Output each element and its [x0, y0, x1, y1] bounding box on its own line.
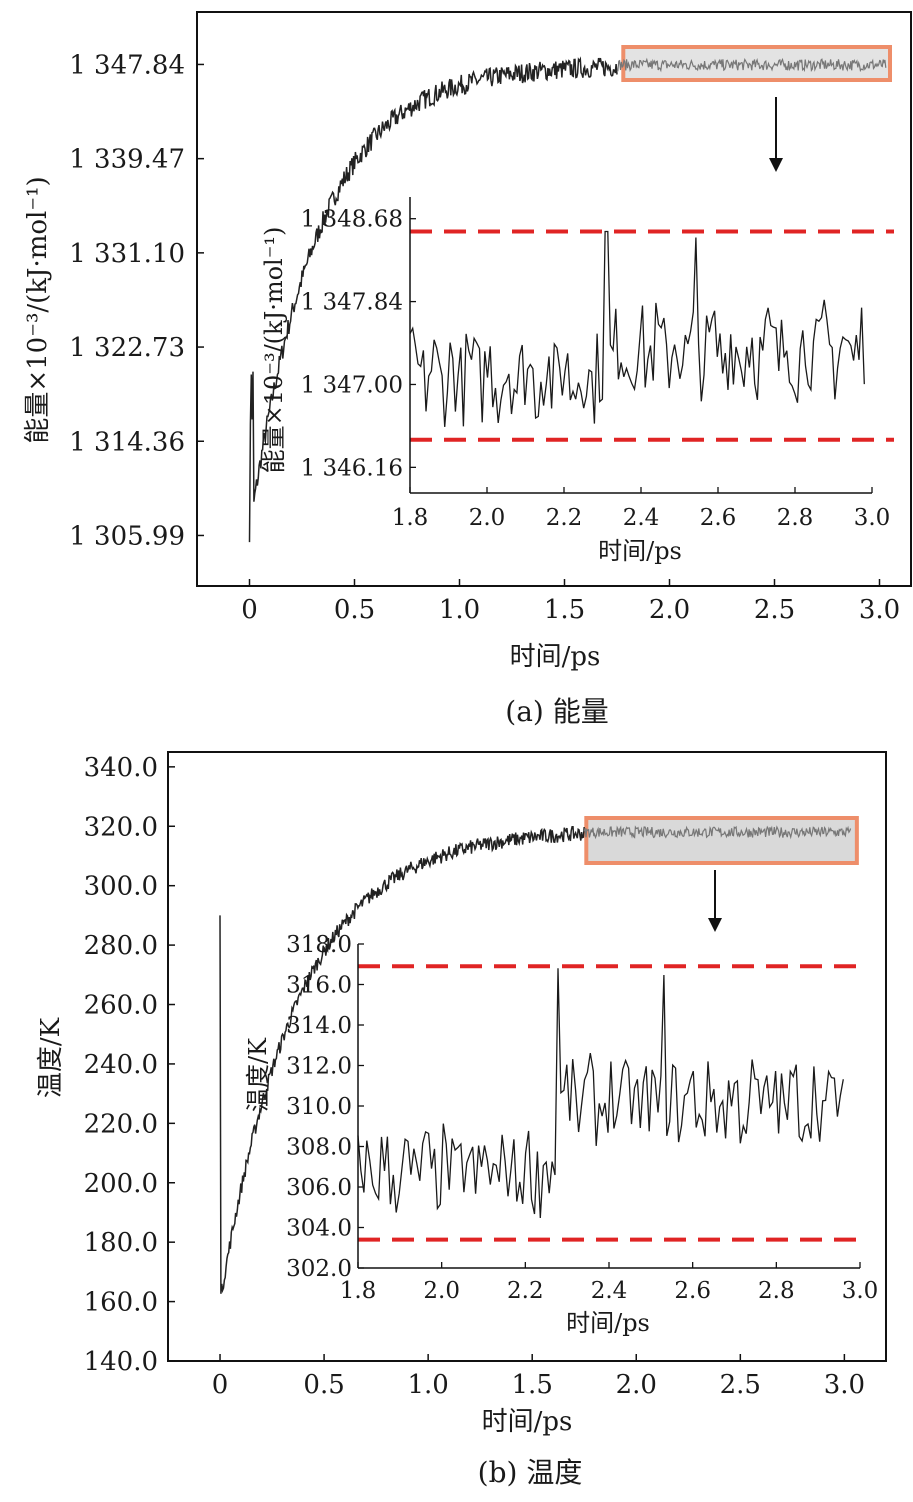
temperature-inset-x-tick-label: 2.8 — [758, 1278, 795, 1304]
temperature-inset-x-tick-label: 3.0 — [842, 1278, 879, 1304]
energy-inset-y-tick-label: 1 347.84 — [301, 290, 403, 316]
temperature-zoom-region-box — [584, 816, 859, 865]
temperature-inset-x-label: 时间/ps — [566, 1309, 650, 1337]
energy-y-tick-label: 1 322.73 — [69, 333, 185, 363]
temperature-inset-y-tick-label: 304.0 — [286, 1216, 352, 1242]
temperature-inset-y-tick-label: 302.0 — [286, 1256, 352, 1282]
energy-inset-x-tick-label: 2.4 — [623, 505, 660, 531]
energy-inset-y-ticks: 1 346.16 1 347.00 1 347.84 1 348.68 — [301, 207, 416, 481]
energy-series-line — [616, 57, 887, 73]
energy-x-tick-label: 2.5 — [754, 595, 795, 625]
temperature-y-tick-label: 260.0 — [84, 991, 158, 1021]
energy-inset-x-label: 时间/ps — [598, 537, 682, 565]
temperature-x-ticks: 0 0.5 1.0 1.5 2.0 2.5 3.0 — [212, 1354, 865, 1400]
temperature-inset-y-tick-label: 318.0 — [286, 932, 352, 958]
temperature-inset-y-tick-label: 310.0 — [286, 1094, 352, 1120]
temperature-x-label: 时间/ps — [482, 1407, 573, 1437]
energy-inset-x-tick-label: 2.2 — [546, 505, 583, 531]
energy-inset-x-ticks: 1.8 2.0 2.2 2.4 2.6 2.8 3.0 — [392, 487, 891, 531]
energy-inset-y-tick-label: 1 346.16 — [301, 455, 403, 481]
temperature-y-tick-label: 280.0 — [84, 931, 158, 961]
temperature-inset-y-tick-label: 314.0 — [286, 1013, 352, 1039]
temperature-inset: 302.0 304.0 306.0 308.0 310.0 312.0 314.0 316.0… — [244, 932, 878, 1337]
energy-y-tick-label: 1 305.99 — [69, 521, 185, 551]
temperature-inset-bounds — [358, 964, 856, 1242]
temperature-inset-y-ticks: 302.0 304.0 306.0 308.0 310.0 312.0 314.0 316.0… — [286, 932, 364, 1282]
energy-inset-series — [409, 230, 865, 427]
panel-energy: 1 305.99 1 314.36 1 322.73 1 331.10 1 339.47… — [23, 11, 912, 728]
energy-inset-y-tick-label: 1 347.00 — [301, 372, 403, 398]
temperature-y-tick-label: 340.0 — [84, 753, 158, 783]
energy-inset-x-tick-label: 1.8 — [392, 505, 429, 531]
temperature-inset-y-label: 温度/K — [244, 1037, 272, 1112]
temperature-y-tick-label: 320.0 — [84, 812, 158, 842]
temperature-inset-x-tick-label: 2.2 — [507, 1278, 544, 1304]
temperature-y-tick-label: 180.0 — [84, 1228, 158, 1258]
temperature-inset-x-ticks: 1.8 2.0 2.2 2.4 2.6 2.8 3.0 — [340, 1262, 879, 1304]
energy-inset-x-tick-label: 2.0 — [469, 505, 506, 531]
energy-x-tick-label: 0 — [241, 595, 258, 625]
temperature-x-tick-label: 0.5 — [303, 1370, 344, 1400]
energy-x-tick-label: 0.5 — [334, 595, 375, 625]
energy-series-line — [248, 56, 618, 543]
energy-zoom-arrow — [769, 97, 783, 172]
temperature-inset-y-tick-label: 312.0 — [286, 1054, 352, 1080]
energy-inset-x-tick-label: 2.8 — [777, 505, 814, 531]
panel-temperature: 140.0 160.0 180.0 200.0 220.0 240.0 260.0 280.0… — [36, 751, 887, 1489]
temperature-series-line — [219, 825, 585, 1294]
temperature-y-tick-label: 240.0 — [84, 1050, 158, 1080]
energy-y-tick-label: 1 347.84 — [69, 50, 185, 80]
temperature-x-tick-label: 2.5 — [720, 1370, 761, 1400]
energy-inset: 1 346.16 1 347.00 1 347.84 1 348.68 1.8 2.0 2… — [260, 197, 894, 565]
temperature-y-tick-label: 200.0 — [84, 1169, 158, 1199]
temperature-y-ticks: 140.0 160.0 180.0 200.0 220.0 240.0 260.0 280.0… — [84, 753, 175, 1377]
temperature-x-tick-label: 1.0 — [407, 1370, 448, 1400]
temperature-inset-x-tick-label: 2.0 — [423, 1278, 460, 1304]
energy-inset-x-tick-label: 3.0 — [854, 505, 891, 531]
temperature-series — [219, 825, 852, 1294]
temperature-inset-x-tick-label: 1.8 — [340, 1278, 377, 1304]
energy-series — [248, 56, 887, 543]
energy-caption: (a) 能量 — [505, 695, 608, 728]
temperature-y-tick-label: 300.0 — [84, 872, 158, 902]
energy-y-ticks: 1 305.99 1 314.36 1 322.73 1 331.10 1 339.47… — [69, 50, 204, 551]
temperature-inset-y-tick-label: 316.0 — [286, 973, 352, 999]
energy-inset-y-label: 能量×10⁻³/(kJ·mol⁻¹) — [260, 227, 288, 474]
energy-x-label: 时间/ps — [510, 642, 601, 672]
temperature-y-tick-label: 140.0 — [84, 1347, 158, 1377]
temperature-y-tick-label: 160.0 — [84, 1288, 158, 1318]
energy-y-tick-label: 1 331.10 — [69, 239, 185, 269]
energy-inset-bounds — [410, 229, 894, 442]
energy-x-tick-label: 1.0 — [439, 595, 480, 625]
energy-inset-x-tick-label: 2.6 — [700, 505, 737, 531]
temperature-inset-x-tick-label: 2.4 — [591, 1278, 628, 1304]
temperature-inset-series-line — [357, 968, 844, 1219]
temperature-inset-x-tick-label: 2.6 — [674, 1278, 711, 1304]
temperature-caption: (b) 温度 — [478, 1456, 583, 1489]
energy-x-tick-label: 3.0 — [859, 595, 900, 625]
temperature-x-tick-label: 0 — [212, 1370, 229, 1400]
energy-inset-series-line — [409, 230, 865, 427]
temperature-y-tick-label: 220.0 — [84, 1109, 158, 1139]
temperature-y-label: 温度/K — [36, 1017, 66, 1098]
energy-x-ticks: 0 0.5 1.0 1.5 2.0 2.5 3.0 — [241, 579, 900, 625]
energy-x-tick-label: 2.0 — [649, 595, 690, 625]
energy-x-tick-label: 1.5 — [544, 595, 585, 625]
temperature-x-tick-label: 2.0 — [616, 1370, 657, 1400]
temperature-series-line — [583, 825, 852, 840]
temperature-inset-y-tick-label: 306.0 — [286, 1175, 352, 1201]
energy-y-label: 能量×10⁻³/(kJ·mol⁻¹) — [23, 176, 53, 443]
temperature-x-tick-label: 1.5 — [512, 1370, 553, 1400]
energy-plot-frame — [196, 11, 912, 587]
energy-y-tick-label: 1 314.36 — [69, 427, 185, 457]
temperature-inset-y-tick-label: 308.0 — [286, 1135, 352, 1161]
temperature-zoom-arrow — [708, 870, 722, 932]
energy-y-tick-label: 1 339.47 — [69, 145, 185, 175]
temperature-inset-series — [357, 968, 844, 1219]
energy-inset-y-tick-label: 1 348.68 — [301, 207, 403, 233]
temperature-x-tick-label: 3.0 — [824, 1370, 865, 1400]
